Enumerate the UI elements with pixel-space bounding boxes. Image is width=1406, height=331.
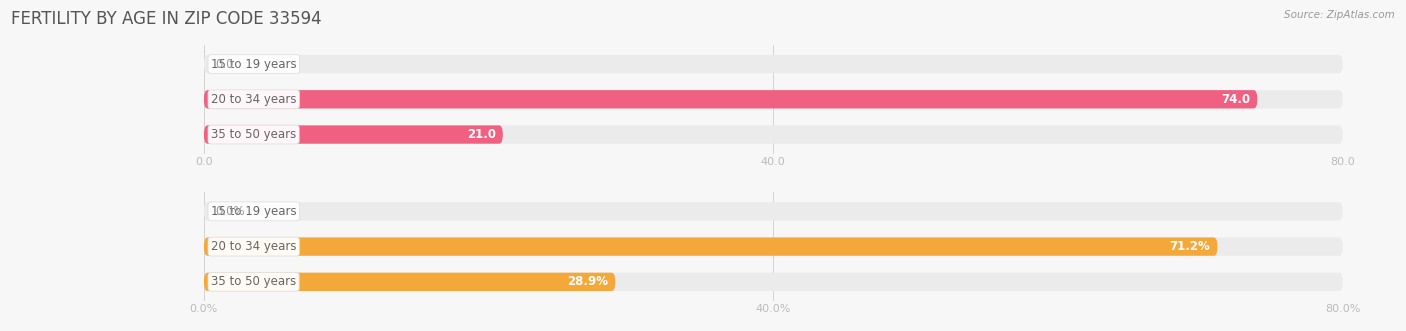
FancyBboxPatch shape bbox=[204, 90, 1343, 109]
Text: 74.0: 74.0 bbox=[1220, 93, 1250, 106]
Text: FERTILITY BY AGE IN ZIP CODE 33594: FERTILITY BY AGE IN ZIP CODE 33594 bbox=[11, 10, 322, 28]
Text: 71.2%: 71.2% bbox=[1170, 240, 1211, 253]
FancyBboxPatch shape bbox=[204, 55, 1343, 73]
FancyBboxPatch shape bbox=[204, 90, 1257, 109]
Text: 28.9%: 28.9% bbox=[567, 275, 609, 288]
Text: 21.0: 21.0 bbox=[467, 128, 496, 141]
Text: 0.0%: 0.0% bbox=[215, 205, 245, 218]
FancyBboxPatch shape bbox=[204, 237, 1218, 256]
Text: 35 to 50 years: 35 to 50 years bbox=[211, 275, 297, 288]
Text: 15 to 19 years: 15 to 19 years bbox=[211, 205, 297, 218]
FancyBboxPatch shape bbox=[204, 125, 503, 144]
FancyBboxPatch shape bbox=[204, 273, 616, 291]
FancyBboxPatch shape bbox=[204, 273, 1343, 291]
Text: Source: ZipAtlas.com: Source: ZipAtlas.com bbox=[1284, 10, 1395, 20]
FancyBboxPatch shape bbox=[204, 202, 1343, 220]
FancyBboxPatch shape bbox=[204, 125, 1343, 144]
Text: 15 to 19 years: 15 to 19 years bbox=[211, 58, 297, 71]
FancyBboxPatch shape bbox=[204, 237, 1343, 256]
Text: 20 to 34 years: 20 to 34 years bbox=[211, 240, 297, 253]
Text: 35 to 50 years: 35 to 50 years bbox=[211, 128, 297, 141]
Text: 20 to 34 years: 20 to 34 years bbox=[211, 93, 297, 106]
Text: 0.0: 0.0 bbox=[215, 58, 233, 71]
